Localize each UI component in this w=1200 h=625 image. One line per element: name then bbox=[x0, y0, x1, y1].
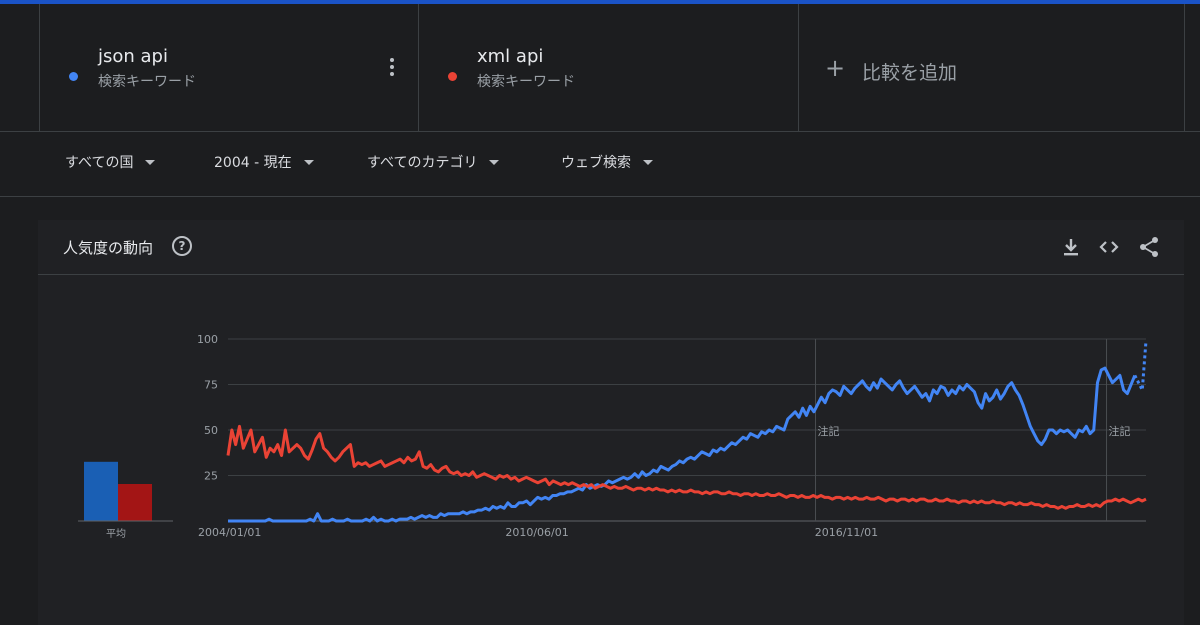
download-icon[interactable] bbox=[1058, 234, 1084, 260]
share-icon[interactable] bbox=[1136, 234, 1162, 260]
y-tick-label: 25 bbox=[204, 470, 218, 483]
term-comparison-bar: json api 検索キーワード xml api 検索キーワード + 比較を追加 bbox=[0, 4, 1200, 132]
series-color-dot bbox=[448, 72, 457, 81]
panel-title: 人気度の動向 bbox=[63, 239, 154, 257]
period-filter-label: 2004 - 現在 bbox=[214, 155, 292, 171]
plus-icon: + bbox=[825, 54, 846, 82]
annotation-marker[interactable]: 注記 bbox=[818, 424, 840, 438]
more-options-icon[interactable] bbox=[386, 58, 398, 80]
panel-header: 人気度の動向 ? bbox=[38, 220, 1184, 275]
series-line-json-api[interactable] bbox=[228, 366, 1137, 523]
y-tick-label: 50 bbox=[204, 424, 218, 437]
region-filter-label: すべての国 bbox=[65, 155, 134, 171]
term-type: 検索キーワード bbox=[477, 74, 575, 90]
average-label: 平均 bbox=[106, 529, 126, 540]
top-accent-bar bbox=[0, 0, 1200, 4]
x-tick-label: 2004/01/01 bbox=[198, 526, 261, 539]
average-bars bbox=[78, 461, 173, 522]
period-filter[interactable]: 2004 - 現在 bbox=[214, 152, 314, 172]
help-icon[interactable]: ? bbox=[172, 236, 192, 256]
dropdown-caret-icon bbox=[643, 159, 653, 165]
trend-chart: 25 50 75 100 注記 注記 2004/01/01 2010/06/01 2016/1… bbox=[78, 333, 1148, 539]
x-tick-label: 2010/06/01 bbox=[505, 526, 568, 539]
interest-over-time-panel: 人気度の動向 ? 25 50 75 100 注記 注記 2004/01/01 2010/06… bbox=[38, 220, 1184, 625]
series-line-partial bbox=[1133, 340, 1148, 396]
term-type: 検索キーワード bbox=[98, 74, 196, 90]
embed-icon[interactable] bbox=[1096, 234, 1122, 260]
chart-lines bbox=[226, 340, 1148, 523]
add-comparison-label: 比較を追加 bbox=[862, 62, 958, 84]
dropdown-caret-icon bbox=[489, 159, 500, 165]
x-tick-labels: 2004/01/01 2010/06/01 2016/11/01 bbox=[198, 526, 878, 539]
category-filter[interactable]: すべてのカテゴリ bbox=[367, 152, 500, 172]
y-tick-label: 75 bbox=[204, 379, 218, 392]
term-card-json-api[interactable]: json api 検索キーワード bbox=[39, 4, 418, 131]
region-filter[interactable]: すべての国 bbox=[65, 152, 156, 172]
term-card-xml-api[interactable]: xml api 検索キーワード bbox=[418, 4, 798, 131]
add-comparison-button[interactable]: + 比較を追加 bbox=[798, 4, 1185, 131]
series-line-xml-api[interactable] bbox=[226, 424, 1147, 510]
dropdown-caret-icon bbox=[145, 159, 156, 165]
term-name: xml api bbox=[477, 46, 544, 67]
chart-grid: 25 50 75 100 注記 注記 bbox=[197, 333, 1146, 522]
search-type-filter[interactable]: ウェブ検索 bbox=[561, 152, 653, 172]
annotation-marker[interactable]: 注記 bbox=[1109, 424, 1131, 438]
filter-bar: すべての国 2004 - 現在 すべてのカテゴリ ウェブ検索 bbox=[0, 132, 1200, 197]
average-bar-json-api bbox=[84, 461, 118, 521]
term-name: json api bbox=[98, 46, 168, 67]
series-color-dot bbox=[69, 72, 78, 81]
category-filter-label: すべてのカテゴリ bbox=[367, 155, 478, 171]
x-tick-label: 2016/11/01 bbox=[815, 526, 878, 539]
average-bar-xml-api bbox=[118, 484, 152, 521]
search-type-filter-label: ウェブ検索 bbox=[561, 155, 631, 171]
dropdown-caret-icon bbox=[303, 159, 314, 165]
y-tick-label: 100 bbox=[197, 333, 218, 346]
